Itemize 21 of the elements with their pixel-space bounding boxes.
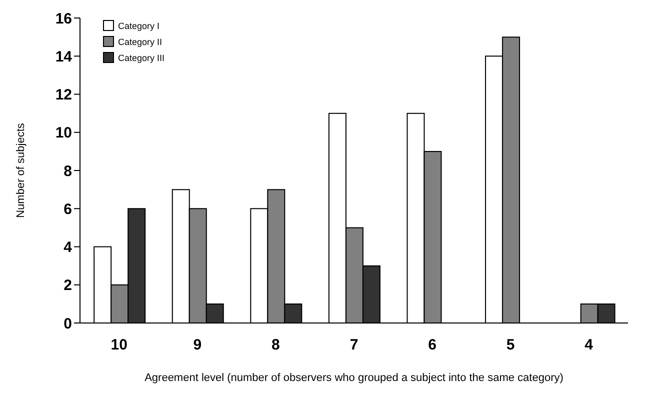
y-tick-label: 6 bbox=[64, 200, 72, 218]
x-tick-label: 5 bbox=[506, 336, 515, 354]
x-tick-label: 4 bbox=[584, 336, 594, 354]
y-axis-title: Number of subjects bbox=[14, 122, 27, 218]
y-tick-label: 0 bbox=[64, 315, 72, 332]
legend-label: Category III bbox=[118, 52, 165, 62]
legend-label: Category I bbox=[118, 20, 160, 30]
x-tick-label: 6 bbox=[428, 336, 436, 354]
y-tick-label: 12 bbox=[55, 86, 72, 104]
x-tick-label: 10 bbox=[110, 336, 128, 354]
x-tick-label: 9 bbox=[193, 336, 202, 354]
y-tick-label: 8 bbox=[64, 162, 72, 180]
x-axis-title: Agreement level (number of observers who grouped a subject into the same category) bbox=[144, 372, 564, 384]
y-tick-label: 2 bbox=[64, 277, 72, 294]
y-tick-label: 16 bbox=[55, 10, 72, 28]
x-tick-label: 8 bbox=[272, 336, 280, 354]
legend-label: Category II bbox=[118, 36, 162, 46]
y-tick-label: 10 bbox=[55, 124, 72, 142]
x-tick-label: 7 bbox=[350, 336, 358, 354]
y-tick-label: 4 bbox=[64, 239, 73, 256]
y-tick-label: 14 bbox=[55, 48, 73, 66]
